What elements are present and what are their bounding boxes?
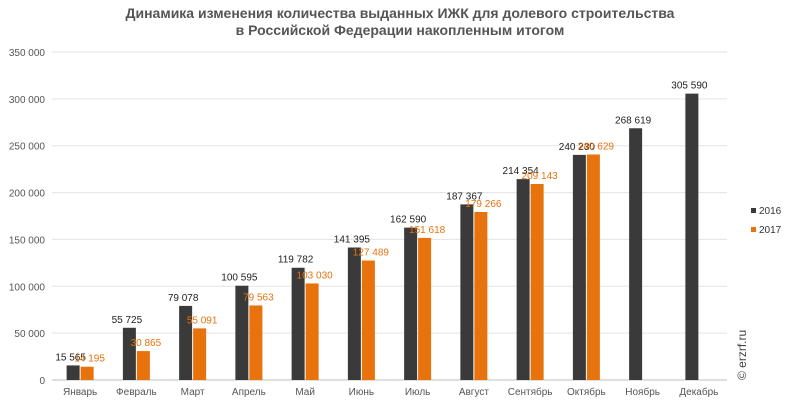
bar-2017: [249, 305, 263, 380]
data-label-2016: 187 367: [446, 191, 483, 202]
data-label-2016: 79 078: [168, 293, 199, 304]
bar-2016: [347, 247, 361, 380]
watermark-text: © erzrf.ru: [735, 329, 749, 380]
bar-2017: [474, 212, 488, 380]
x-tick-label: Август: [459, 387, 490, 398]
data-label-2016: 15 565: [55, 352, 86, 363]
data-label-2017: 240 629: [578, 141, 615, 152]
bar-2016: [460, 204, 474, 380]
y-tick-label: 200 000: [9, 189, 46, 200]
bar-2016: [629, 128, 643, 380]
data-label-2016: 100 595: [221, 273, 258, 284]
bar-2017: [361, 260, 375, 380]
data-label-2017: 103 030: [297, 270, 334, 281]
data-label-2016: 55 725: [112, 315, 143, 326]
bar-2017: [530, 184, 544, 380]
data-label-2017: 79 563: [243, 292, 274, 303]
bar-2017: [193, 328, 207, 380]
data-label-2016: 305 590: [671, 81, 708, 92]
bar-2016: [572, 154, 586, 380]
chart-title-line-2: в Российской Федерации накопленным итого…: [235, 22, 565, 38]
data-label-2017: 209 143: [522, 171, 559, 182]
bar-2017: [586, 154, 600, 380]
y-tick-label: 150 000: [9, 235, 46, 246]
y-tick-label: 100 000: [9, 282, 46, 293]
bar-2016: [122, 327, 136, 380]
x-tick-label: Апрель: [232, 387, 266, 398]
y-tick-label: 350 000: [9, 48, 46, 59]
x-tick-label: Октябрь: [567, 386, 606, 398]
legend-label-2017: 2017: [759, 225, 782, 236]
y-tick-label: 300 000: [9, 95, 46, 106]
x-tick-label: Июнь: [349, 387, 374, 398]
chart-title-line-1: Динамика изменения количества выданных И…: [125, 5, 675, 21]
data-label-2017: 127 489: [353, 248, 390, 259]
x-tick-label: Ноябрь: [625, 386, 660, 398]
data-label-2016: 119 782: [278, 255, 314, 266]
bar-2016: [66, 365, 80, 380]
data-label-2017: 55 091: [187, 315, 218, 326]
bar-2016: [685, 93, 699, 380]
x-tick-label: Февраль: [116, 387, 157, 398]
y-tick-label: 50 000: [14, 329, 45, 340]
legend-label-2016: 2016: [759, 206, 782, 217]
x-tick-label: Июль: [405, 387, 431, 398]
x-tick-label: Декабрь: [679, 386, 718, 398]
bar-2017: [305, 283, 319, 380]
y-tick-label: 0: [39, 376, 45, 387]
y-tick-label: 250 000: [9, 142, 46, 153]
data-label-2017: 151 618: [409, 225, 446, 236]
data-label-2016: 141 395: [334, 234, 371, 245]
bar-2016: [291, 267, 305, 380]
legend-swatch-2016: [751, 208, 756, 213]
bar-2017: [136, 351, 150, 380]
data-label-2016: 268 619: [615, 115, 652, 126]
data-label-2017: 30 865: [131, 338, 162, 349]
x-tick-label: Май: [295, 387, 315, 398]
bar-2016: [235, 285, 249, 380]
data-label-2016: 240 230: [559, 142, 596, 153]
data-label-2016: 214 354: [503, 166, 540, 177]
legend-swatch-2017: [751, 227, 756, 232]
data-label-2017: 179 266: [465, 199, 502, 210]
data-label-2016: 162 590: [390, 215, 427, 226]
bar-2016: [516, 179, 530, 380]
x-tick-label: Март: [181, 387, 205, 398]
x-tick-label: Сентябрь: [508, 386, 553, 398]
bar-2016: [404, 227, 418, 380]
bar-2017: [418, 237, 432, 380]
x-tick-label: Январь: [63, 387, 97, 398]
bar-2016: [179, 305, 193, 380]
data-label-2017: 14 195: [74, 354, 105, 365]
bar-2017: [80, 366, 94, 380]
